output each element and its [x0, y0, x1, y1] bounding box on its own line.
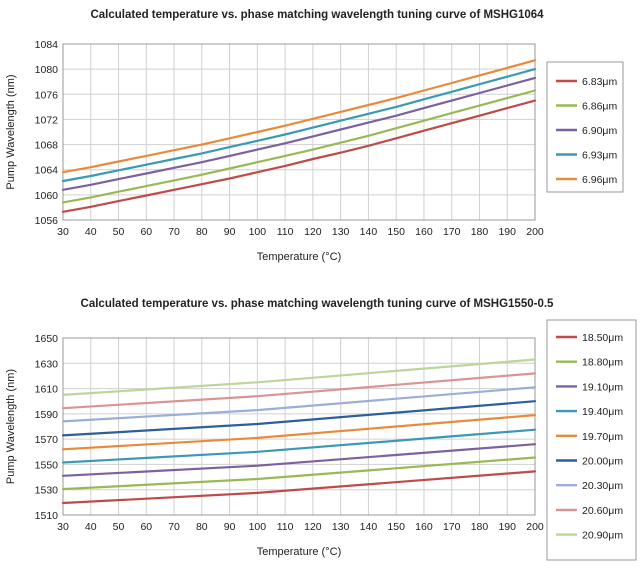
x-tick-label: 130 [332, 521, 350, 533]
y-tick-label: 1076 [35, 89, 59, 101]
x-tick-label: 80 [196, 521, 208, 533]
legend: 18.50μm 18.80μm 19.10μm 19.40μm 19.70μm 20.00… [546, 319, 637, 561]
series-line-3 [61, 76, 537, 191]
y-tick-label: 1068 [35, 140, 59, 152]
legend-entry: 19.70μm [582, 431, 623, 443]
x-tick-label: 130 [332, 226, 350, 238]
x-tick-label: 110 [277, 226, 294, 238]
y-tick-label: 1550 [35, 459, 59, 471]
series-line-1 [61, 99, 537, 213]
x-tick-label: 70 [168, 521, 180, 533]
x-tick-label: 40 [85, 521, 97, 533]
y-axis-label: Pump Wavelength (nm) [5, 369, 17, 484]
y-tick-label: 1650 [35, 333, 59, 345]
y-tick-label: 1064 [35, 165, 59, 177]
y-tick-label: 1590 [35, 409, 59, 421]
x-tick-label: 200 [526, 226, 544, 238]
legend-entry: 20.90μm [582, 530, 623, 542]
y-axis-label: Pump Wavelength (nm) [5, 74, 17, 189]
x-tick-label: 180 [471, 226, 489, 238]
series-line-2 [61, 89, 537, 204]
x-axis-label: Temperature (°C) [257, 251, 341, 263]
legend-entry: 6.83μm [582, 76, 617, 88]
y-tick-label: 1510 [35, 510, 59, 522]
x-tick-label: 180 [471, 521, 489, 533]
x-tick-label: 90 [224, 226, 236, 238]
legend-entry: 6.96μm [582, 174, 617, 186]
legend-entry: 6.90μm [582, 125, 617, 137]
x-tick-label: 160 [415, 521, 433, 533]
legend-entry: 19.10μm [582, 381, 623, 393]
x-tick-label: 150 [387, 226, 405, 238]
y-tick-label: 1072 [35, 114, 59, 126]
x-tick-label: 70 [168, 226, 180, 238]
x-tick-label: 200 [526, 521, 544, 533]
x-axis-label: Temperature (°C) [257, 546, 341, 558]
x-tick-label: 90 [224, 521, 236, 533]
series-line-8 [61, 372, 537, 410]
series-line-6 [61, 400, 537, 437]
x-tick-label: 100 [249, 521, 267, 533]
x-tick-label: 160 [415, 226, 433, 238]
x-tick-label: 170 [443, 226, 461, 238]
series-line-3 [61, 443, 537, 477]
legend-entry: 20.00μm [582, 456, 623, 468]
series-line-5 [61, 59, 537, 174]
legend-box [546, 319, 637, 561]
x-tick-label: 120 [304, 226, 322, 238]
legend-entry: 18.80μm [582, 357, 623, 369]
series-line-4 [61, 67, 537, 183]
legend-entry: 6.93μm [582, 150, 617, 162]
x-tick-label: 150 [387, 521, 405, 533]
y-tick-label: 1610 [35, 384, 59, 396]
x-tick-label: 120 [304, 521, 322, 533]
y-tick-label: 1056 [35, 215, 59, 227]
y-tick-label: 1570 [35, 434, 59, 446]
y-tick-label: 1630 [35, 358, 59, 370]
x-tick-label: 80 [196, 226, 208, 238]
legend-entry: 18.50μm [582, 332, 623, 344]
x-tick-label: 190 [498, 226, 516, 238]
chart-title: Calculated temperature vs. phase matchin… [90, 9, 544, 21]
x-tick-label: 170 [443, 521, 461, 533]
y-tick-label: 1530 [35, 485, 59, 497]
y-tick-label: 1084 [35, 39, 59, 51]
legend-entry: 20.30μm [582, 480, 623, 492]
x-tick-label: 60 [140, 521, 152, 533]
x-tick-label: 100 [249, 226, 267, 238]
y-tick-label: 1060 [35, 190, 59, 202]
chart-title: Calculated temperature vs. phase matchin… [81, 298, 555, 310]
series-line-5 [61, 414, 537, 451]
series-line-4 [61, 428, 537, 464]
series-line-2 [61, 456, 537, 491]
legend-entry: 6.86μm [582, 101, 617, 113]
legend: 6.83μm 6.86μm 6.90μm 6.93μm 6.96μm [546, 61, 624, 193]
series-line-1 [61, 470, 537, 505]
legend-entry: 20.60μm [582, 505, 623, 517]
x-tick-label: 60 [140, 226, 152, 238]
plot-border [62, 43, 536, 221]
x-tick-label: 140 [360, 521, 378, 533]
series-line-7 [61, 386, 537, 423]
chart-1: Calculated temperature vs. phase matchin… [5, 9, 624, 263]
x-tick-label: 110 [277, 521, 294, 533]
legend-box [546, 61, 624, 193]
x-tick-label: 190 [498, 521, 516, 533]
x-tick-label: 30 [57, 226, 69, 238]
y-tick-label: 1080 [35, 64, 59, 76]
chart-2: Calculated temperature vs. phase matchin… [5, 298, 637, 561]
x-tick-label: 30 [57, 521, 69, 533]
legend-entry: 19.40μm [582, 406, 623, 418]
plot-border [62, 337, 536, 516]
series-line-9 [61, 358, 537, 396]
x-tick-label: 140 [360, 226, 378, 238]
x-tick-label: 40 [85, 226, 97, 238]
x-tick-label: 50 [113, 226, 125, 238]
x-tick-label: 50 [113, 521, 125, 533]
